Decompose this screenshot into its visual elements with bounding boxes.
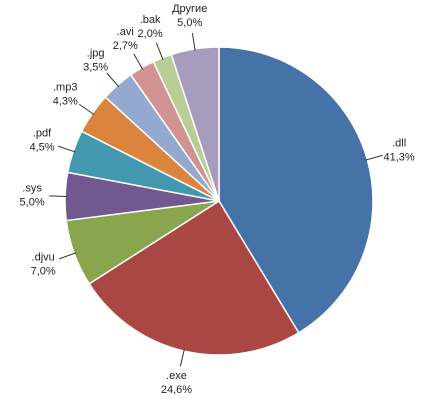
slice-value-label: 41,3%	[384, 152, 415, 164]
slice-value-label: 4,5%	[29, 142, 54, 154]
slice-label: Другие	[172, 3, 207, 15]
slice-value-label: 2,7%	[113, 40, 138, 52]
slice-label: .djvu	[32, 252, 55, 264]
slice-value-label: 4,3%	[53, 95, 78, 107]
leader-line	[179, 348, 185, 367]
slice-label: .dll	[392, 138, 406, 150]
slice-value-label: 5,0%	[20, 196, 45, 208]
slice-value-label: 7,0%	[31, 266, 56, 278]
slice-label: .pdf	[33, 128, 52, 140]
slice-label: .sys	[22, 182, 42, 194]
leader-line	[78, 103, 95, 115]
leader-line	[106, 72, 120, 88]
slice-label: .bak	[140, 14, 161, 26]
slice-value-label: 2,0%	[138, 28, 163, 40]
leader-line	[133, 53, 144, 70]
slice-label: .jpg	[87, 47, 105, 59]
leader-line	[155, 42, 164, 60]
slice-value-label: 24,6%	[161, 384, 192, 396]
slice-value-label: 3,5%	[83, 61, 108, 73]
slice-label: .mp3	[53, 81, 77, 93]
slice-label: .exe	[166, 370, 187, 382]
leader-line	[365, 154, 383, 161]
slice-value-label: 5,0%	[177, 17, 202, 29]
slice-label: .avi	[117, 26, 134, 38]
leader-line	[58, 252, 77, 260]
leader-line	[191, 33, 196, 51]
leader-line	[49, 195, 68, 197]
leader-line	[57, 145, 76, 153]
